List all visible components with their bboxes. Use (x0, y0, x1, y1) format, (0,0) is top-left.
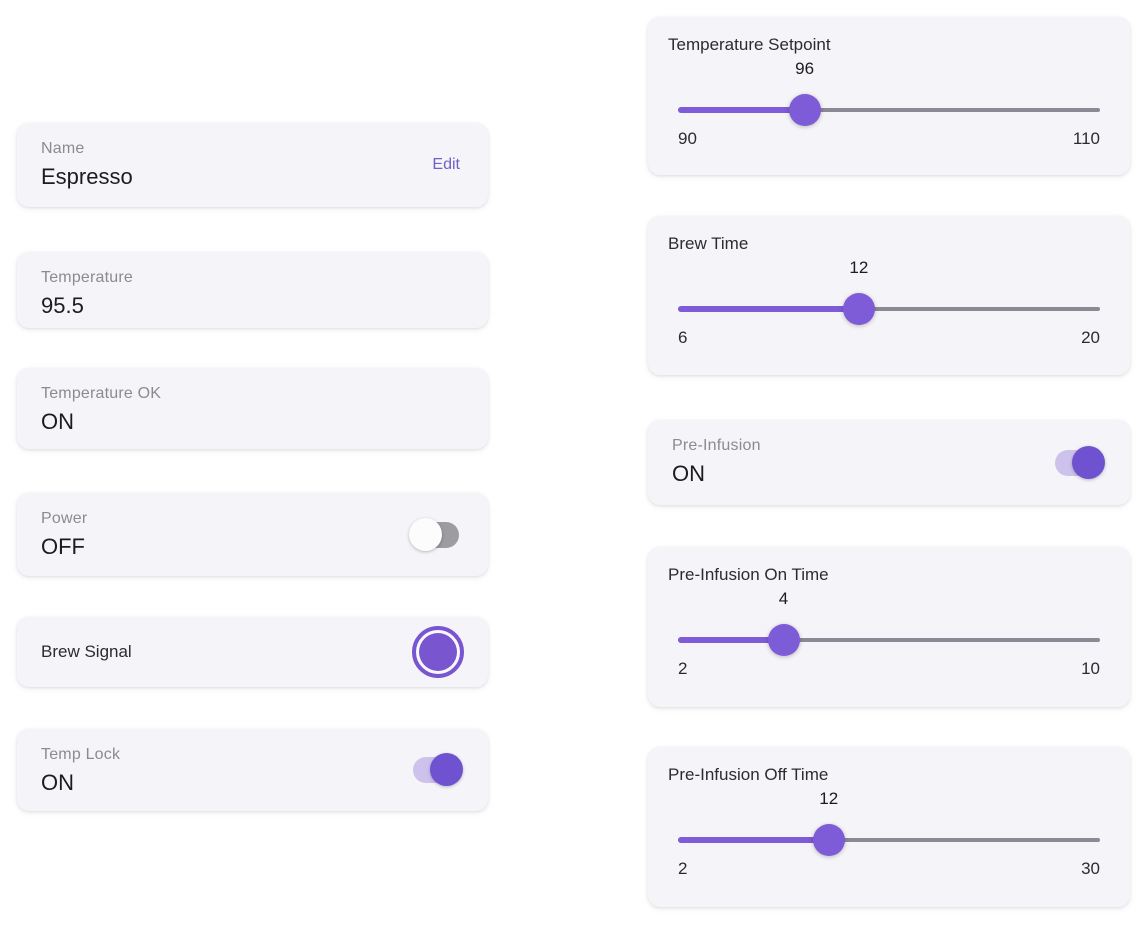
pre-infusion-card: Pre-Infusion ON (648, 420, 1130, 505)
slider-value-label: 12 (849, 258, 869, 277)
brew-time-card: Brew Time 12 6 20 (648, 216, 1130, 375)
edit-button[interactable]: Edit (432, 156, 460, 173)
name-label: Name (41, 140, 85, 157)
power-toggle[interactable] (409, 517, 462, 552)
pre-infusion-off-time-slider: 12 (678, 789, 1100, 859)
temperature-setpoint-title: Temperature Setpoint (668, 35, 831, 54)
toggle-thumb (1072, 445, 1105, 479)
slider-thumb[interactable] (788, 94, 821, 126)
pre-infusion-off-time-card: Pre-Infusion Off Time 12 2 30 (648, 747, 1130, 907)
pre-infusion-off-time-title: Pre-Infusion Off Time (668, 765, 829, 784)
temperature-ok-value: ON (41, 409, 74, 434)
name-value: Espresso (41, 164, 133, 189)
slider-thumb[interactable] (812, 824, 845, 856)
toggle-thumb (430, 753, 463, 786)
slider-value-label: 96 (795, 59, 815, 78)
slider-max-label: 110 (1072, 129, 1100, 148)
slider-max-label: 30 (1081, 859, 1100, 878)
power-card: Power OFF (17, 493, 488, 576)
slider-fill (678, 837, 829, 843)
slider-fill (678, 107, 805, 113)
power-value: OFF (41, 534, 85, 559)
pre-infusion-on-time-title: Pre-Infusion On Time (668, 565, 829, 584)
name-card: Name Espresso Edit (17, 123, 488, 207)
slider-track[interactable] (678, 108, 1100, 112)
pre-infusion-label: Pre-Infusion (672, 437, 761, 454)
slider-min-label: 90 (678, 129, 697, 148)
pre-infusion-value: ON (672, 461, 705, 486)
slider-value-label: 12 (819, 789, 839, 808)
slider-track[interactable] (678, 838, 1100, 842)
pre-infusion-on-time-slider: 4 (678, 589, 1100, 659)
temperature-label: Temperature (41, 269, 134, 286)
temperature-setpoint-card: Temperature Setpoint 96 90 110 (648, 17, 1130, 175)
slider-max-label: 20 (1081, 328, 1100, 347)
temp-lock-label: Temp Lock (41, 746, 121, 763)
slider-max-label: 10 (1081, 659, 1100, 678)
temperature-setpoint-slider: 96 (678, 59, 1100, 129)
slider-min-label: 6 (678, 328, 688, 347)
power-label: Power (41, 510, 88, 527)
slider-track[interactable] (678, 638, 1100, 642)
temperature-card: Temperature 95.5 (17, 252, 488, 328)
toggle-thumb (409, 517, 442, 551)
brew-signal-label: Brew Signal (41, 642, 132, 661)
temp-lock-value: ON (41, 770, 74, 795)
slider-fill (678, 637, 784, 643)
slider-thumb[interactable] (842, 293, 875, 325)
pre-infusion-on-time-card: Pre-Infusion On Time 4 2 10 (648, 547, 1130, 707)
brew-signal-button-inner (419, 633, 457, 671)
temp-lock-toggle[interactable] (410, 753, 463, 787)
slider-value-label: 4 (778, 589, 789, 608)
slider-min-label: 2 (678, 859, 688, 878)
slider-fill (678, 306, 859, 312)
brew-signal-card: Brew Signal (17, 617, 488, 687)
temp-lock-card: Temp Lock ON (17, 729, 488, 811)
brew-signal-button[interactable] (412, 626, 464, 678)
temperature-value: 95.5 (41, 293, 84, 318)
brew-time-slider: 12 (678, 258, 1100, 328)
slider-min-label: 2 (678, 659, 688, 678)
brew-time-title: Brew Time (668, 234, 749, 253)
pre-infusion-toggle[interactable] (1052, 445, 1105, 480)
temperature-ok-label: Temperature OK (41, 385, 162, 402)
slider-track[interactable] (678, 307, 1100, 311)
slider-thumb[interactable] (767, 624, 800, 656)
temperature-ok-card: Temperature OK ON (17, 368, 488, 449)
